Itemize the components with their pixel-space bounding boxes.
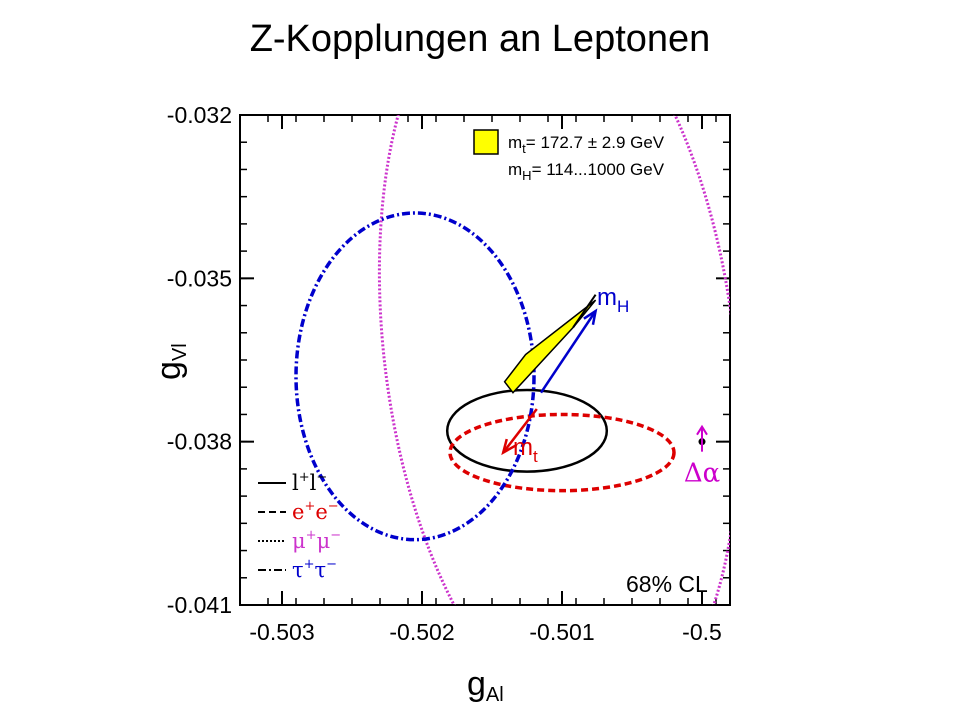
y-tick-label: -0.041 bbox=[167, 592, 232, 618]
y-tick-label: -0.038 bbox=[167, 429, 232, 455]
x-tick-label: -0.503 bbox=[249, 619, 314, 645]
y-axis-title: gVl bbox=[150, 343, 191, 380]
x-tick-label: -0.502 bbox=[389, 619, 454, 645]
delta-alpha-label: Δα bbox=[684, 459, 720, 489]
y-tick-label: -0.035 bbox=[167, 265, 232, 291]
arrow-H bbox=[539, 310, 597, 394]
arrow-label-mh: mH bbox=[597, 284, 629, 316]
y-tick-label: -0.032 bbox=[167, 102, 232, 128]
arrow-t bbox=[502, 408, 538, 454]
x-axis-title: gAl bbox=[467, 665, 504, 706]
delta-alpha-arrowhead bbox=[696, 424, 708, 436]
arrow-label-mt: mt bbox=[513, 434, 538, 466]
ellipse-dashdot bbox=[294, 211, 536, 542]
ellipse-dashed bbox=[448, 412, 676, 493]
page-title: Z-Kopplungen an Leptonen bbox=[249, 18, 711, 60]
arrow-head-H bbox=[583, 308, 598, 325]
ellipse-dotted bbox=[377, 115, 730, 605]
legend-label-dashed: e+e− bbox=[292, 499, 339, 524]
sm-band bbox=[503, 299, 597, 394]
legend-label-solid: l+l− bbox=[292, 470, 327, 495]
ellipse-solid bbox=[445, 388, 609, 473]
legend-label-dotted: μ+μ− bbox=[292, 528, 341, 553]
legend-label-dashdot: τ+τ− bbox=[292, 557, 337, 582]
arrow-head-t bbox=[501, 438, 517, 456]
confidence-label: 68% CL bbox=[626, 571, 708, 597]
x-tick-label: -0.501 bbox=[529, 619, 594, 645]
sm-legend-line2: mH= 114...1000 GeV bbox=[508, 160, 665, 183]
sm-legend-line1: mt= 172.7 ± 2.9 GeV bbox=[508, 133, 665, 156]
sm-band-tip bbox=[572, 294, 597, 328]
sm-band-swatch bbox=[473, 129, 499, 155]
x-tick-label: -0.5 bbox=[682, 619, 722, 645]
